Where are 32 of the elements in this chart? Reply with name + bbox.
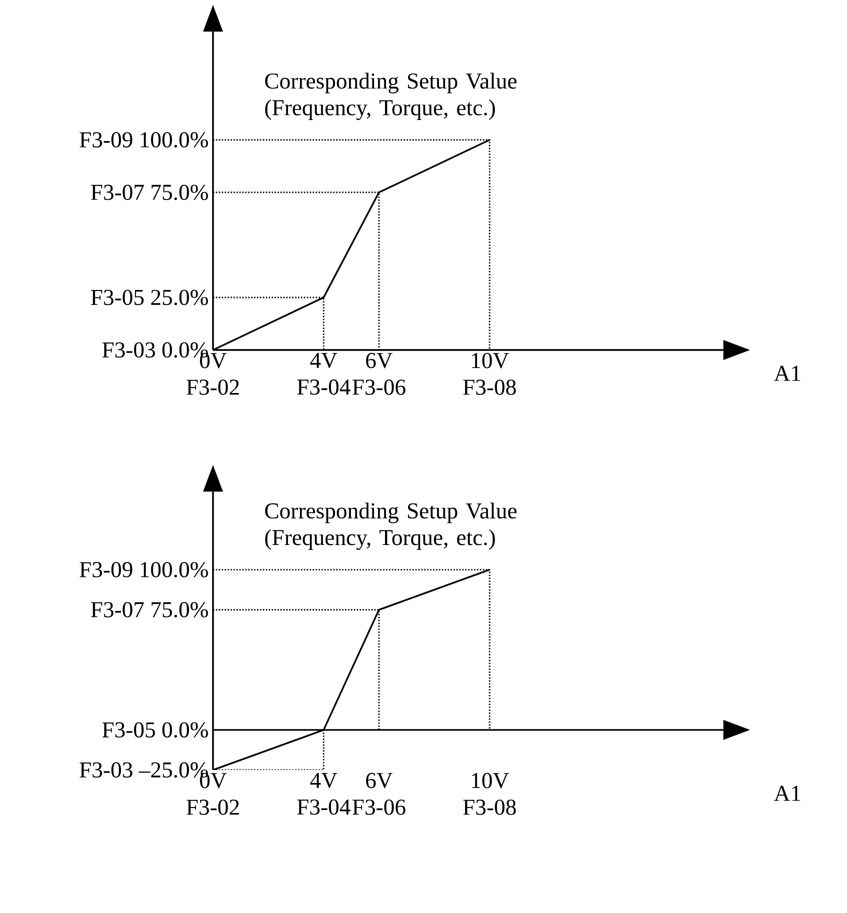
text: F3-08	[463, 800, 516, 815]
text: F3-07	[91, 184, 144, 200]
y-tick-label: 100.0%	[140, 562, 208, 578]
x-tick-label: 6V	[366, 352, 393, 368]
x-tick-label: 6V	[366, 772, 393, 788]
text: F3-09	[80, 132, 132, 148]
y-tick-label: 25.0%	[151, 290, 208, 306]
text: F3-09	[80, 562, 132, 578]
text: F3-03	[102, 342, 155, 358]
x-tick-label: 10V	[472, 772, 509, 788]
text: F3-04	[297, 379, 350, 395]
text: F3-07	[91, 602, 144, 618]
text: F3-08	[463, 380, 516, 395]
text: F3-02	[186, 800, 239, 815]
text: F3-05	[91, 290, 144, 306]
x-axis-title: A1	[774, 786, 800, 801]
y-tick-label: 75.0%	[152, 602, 208, 618]
text: F3-06	[352, 800, 406, 815]
y-axis-title: Corresponding Setup Value (Frequency, Torque, etc.)	[265, 72, 517, 120]
x-tick-label: 10V	[472, 352, 509, 368]
text: F3-04	[297, 799, 350, 815]
y-axis-title: Corresponding Setup Value (Frequency, Torque, etc.)	[265, 502, 517, 550]
x-tick-label: 4V	[310, 772, 338, 788]
x-tick-label: 4V	[310, 352, 338, 368]
text: F3-03	[80, 762, 132, 778]
text: F3-02	[186, 380, 239, 395]
text: F3-06	[352, 380, 406, 395]
y-tick-label: 75.0%	[152, 184, 208, 200]
y-tick-label: 100.0%	[140, 132, 208, 148]
y-tick-label: 0.0%	[162, 722, 208, 738]
text: F3-05	[102, 722, 155, 738]
x-axis-title: A1	[774, 366, 800, 381]
